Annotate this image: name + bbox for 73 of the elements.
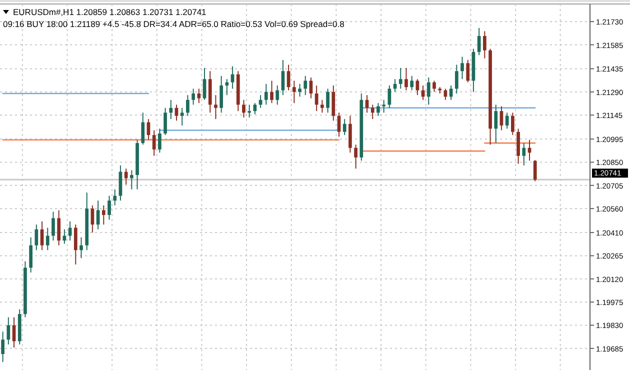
candlestick: [242, 99, 246, 118]
candlestick: [29, 236, 32, 274]
candlestick: [388, 85, 392, 108]
candlestick: [426, 77, 430, 106]
candlestick: [186, 94, 190, 116]
candlestick: [522, 142, 526, 166]
candlestick: [382, 99, 386, 114]
candlestick: [130, 170, 134, 190]
candlestick: [342, 118, 346, 136]
candlestick: [192, 88, 195, 106]
candlestick: [108, 195, 111, 220]
candlestick: [510, 112, 514, 136]
candlestick: [62, 228, 66, 244]
candlestick: [376, 102, 380, 116]
candlestick: [113, 188, 117, 206]
candlestick: [416, 78, 420, 96]
candlestick: [276, 85, 280, 106]
chart-title: EURUSDm#,H1 1.20859 1.20863 1.20731 1.20741: [13, 7, 207, 17]
candlestick: [304, 75, 308, 96]
candlestick: [74, 224, 78, 266]
candlestick: [253, 102, 257, 115]
candlestick: [52, 211, 55, 242]
candlestick: [202, 67, 206, 100]
candlestick: [46, 227, 50, 251]
candlestick: [292, 80, 296, 104]
candlestick: [432, 80, 436, 92]
candlestick: [410, 75, 414, 91]
candlestick: [1, 331, 4, 363]
candlestick: [57, 210, 61, 246]
candlestick: [460, 56, 464, 80]
candlestick: [298, 83, 302, 98]
candlestick: [220, 75, 223, 114]
candlestick: [348, 115, 352, 154]
candlestick: [34, 224, 38, 251]
candlestick: [505, 112, 509, 130]
candlestick: [309, 77, 313, 99]
candlestick: [516, 128, 520, 164]
candlestick: [449, 85, 453, 100]
candlestick: [102, 204, 106, 226]
candlestick: [225, 78, 229, 96]
candlestick: [404, 67, 408, 91]
candlestick: [332, 85, 336, 122]
candlestick: [398, 67, 402, 90]
candlestick: [158, 128, 162, 154]
candlestick: [174, 104, 178, 122]
candlestick: [197, 88, 201, 104]
candlestick: [96, 200, 100, 230]
candlestick: [6, 316, 10, 345]
candlestick: [370, 104, 374, 120]
candlestick: [500, 106, 504, 131]
candlestick: [180, 107, 184, 126]
candlestick: [270, 80, 274, 104]
candlestick: [264, 83, 268, 106]
candlestick: [320, 99, 324, 114]
candlestick: [326, 88, 330, 114]
candlestick: [248, 104, 252, 118]
candlestick: [281, 59, 285, 96]
text: 09:16 BUY 18:00 1.21189 +4.5 -45.8 DR=34.4 ADR=65.0 Ratio=0.53 Vol=0.69 Spread=0.8: [3, 19, 345, 29]
candlestick: [169, 99, 173, 120]
candlestick: [482, 30, 486, 59]
candlestick: [152, 130, 156, 156]
candlestick: [365, 94, 369, 114]
candlestick: [454, 64, 458, 94]
candlestick: [533, 160, 537, 182]
candlestick: [494, 104, 498, 144]
candlestick: [141, 112, 145, 146]
candlestick: [314, 85, 318, 112]
candlestick: [214, 94, 218, 120]
candlestick: [80, 236, 83, 259]
candlestick: [164, 107, 167, 136]
candlestick: [354, 144, 358, 170]
candlestick: [230, 66, 234, 90]
candlestick: [466, 59, 470, 83]
